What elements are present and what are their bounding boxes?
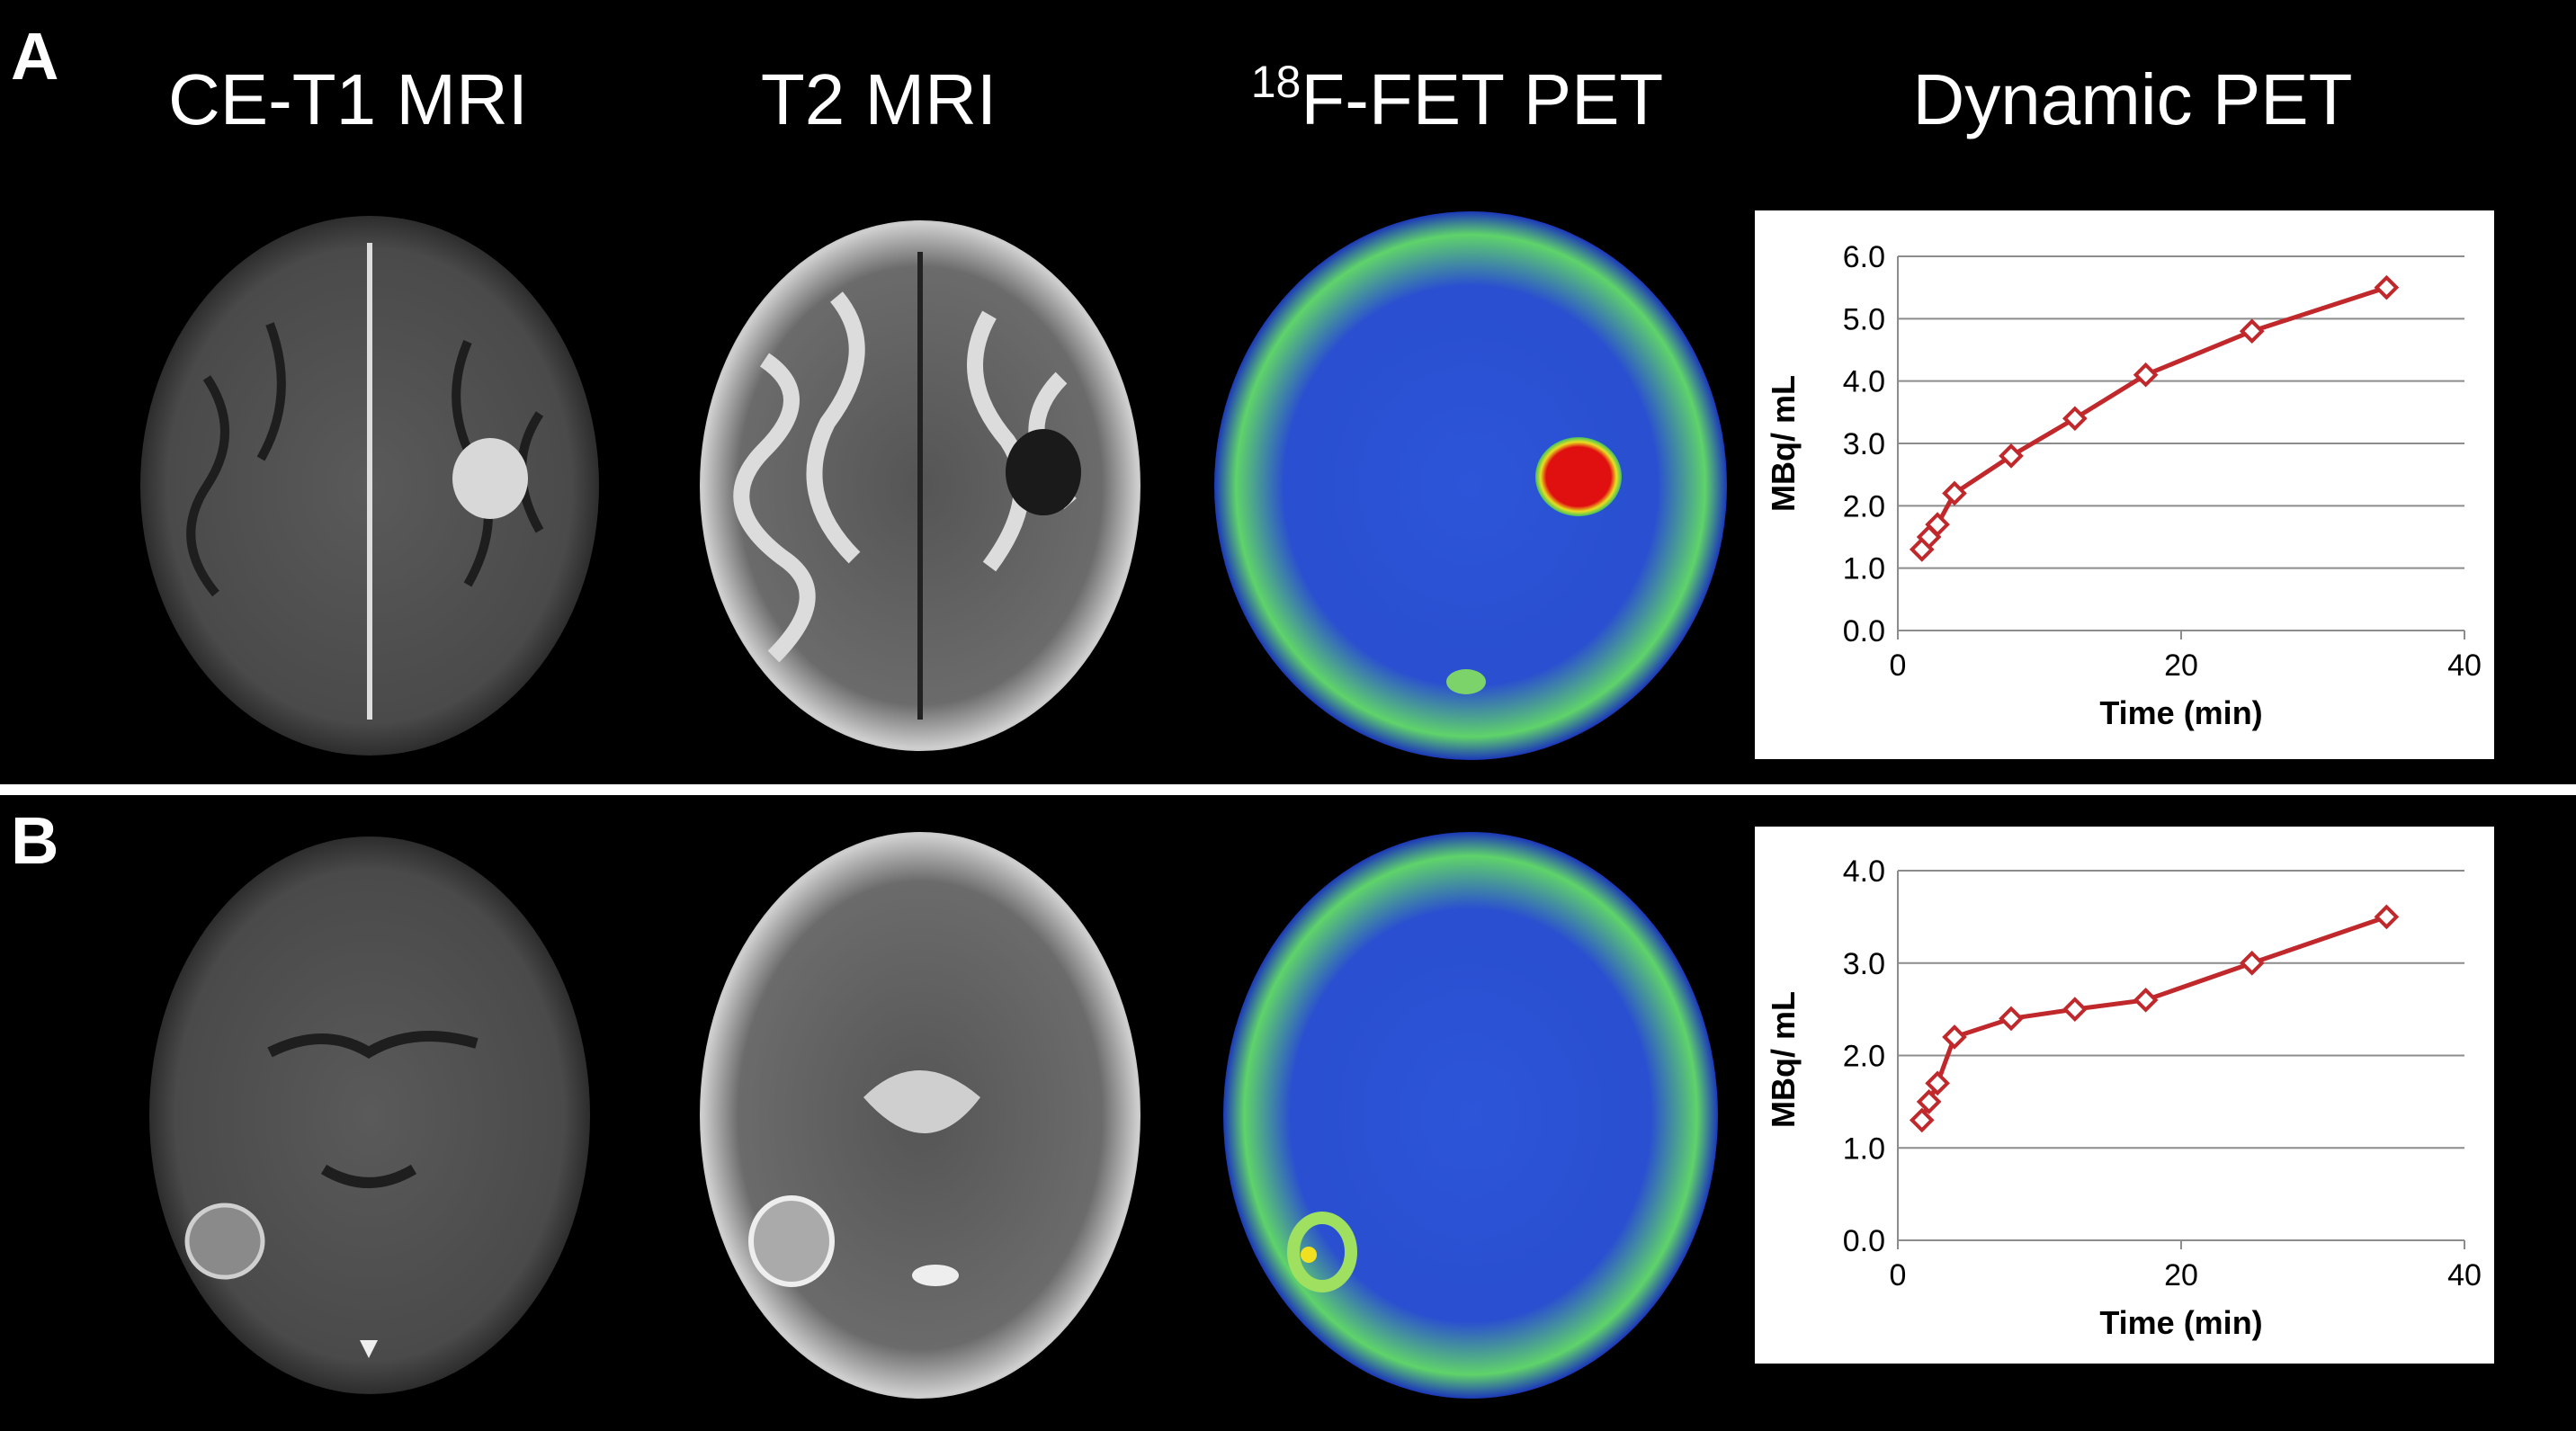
header-main: F-FET PET (1301, 59, 1663, 139)
x-tick-label: 20 (2164, 1258, 2198, 1292)
column-header: Dynamic PET (1913, 59, 2353, 139)
chart-background (1755, 210, 2494, 759)
separator (0, 784, 2576, 795)
data-point (2133, 988, 2159, 1013)
data-point (1999, 443, 2024, 469)
y-tick-label: 1.0 (1843, 552, 1885, 586)
x-axis-title: Time (min) (2099, 694, 2262, 731)
charts: 0.0 1.0 2.0 3.0 4.0 5.0 6.0 0 20 40 Time (min) MBq/… (1755, 210, 2494, 1364)
chart-background (1755, 827, 2494, 1364)
x-tick-label: 40 (2447, 1258, 2482, 1292)
y-tick-label: 6.0 (1843, 240, 1885, 274)
data-point (1942, 1024, 1967, 1050)
x-axis-title: Time (min) (2099, 1304, 2262, 1341)
pet-image (1214, 211, 1727, 760)
x-tick-label: 20 (2164, 648, 2198, 683)
y-tick-label: 2.0 (1843, 489, 1885, 523)
y-tick-label: 3.0 (1843, 947, 1885, 981)
y-tick-label: 1.0 (1843, 1131, 1885, 1166)
y-tick-label: 0.0 (1843, 1224, 1885, 1258)
y-axis-title: MBq/ mL (1765, 991, 1802, 1128)
data-point (1916, 1089, 1942, 1114)
data-point (2239, 318, 2265, 344)
column-header: 18F-FET PET (1251, 57, 1664, 139)
data-point (2062, 997, 2088, 1022)
column-header: CE-T1 MRI (168, 59, 528, 139)
mri-image (149, 836, 590, 1394)
panel-label: A (11, 19, 58, 94)
data-point (1925, 1070, 1950, 1096)
x-tick-label: 0 (1890, 648, 1907, 683)
y-tick-label: 0.0 (1843, 614, 1885, 648)
data-point (2062, 406, 2088, 432)
data-point (2374, 274, 2400, 300)
y-tick-label: 2.0 (1843, 1040, 1885, 1074)
x-tick-label: 0 (1890, 1258, 1907, 1292)
data-point (2374, 904, 2400, 930)
y-tick-label: 4.0 (1843, 854, 1885, 889)
data-point (1942, 480, 1967, 506)
data-point (1999, 1006, 2024, 1032)
y-tick-label: 5.0 (1843, 302, 1885, 336)
column-header: T2 MRI (761, 59, 997, 139)
data-point (2239, 950, 2265, 976)
y-tick-label: 3.0 (1843, 427, 1885, 461)
data-point (1925, 512, 1950, 537)
mri-image (140, 216, 599, 756)
mri-image (700, 220, 1140, 751)
data-point (1909, 1107, 1935, 1133)
panel-label: B (11, 803, 58, 878)
x-tick-label: 40 (2447, 648, 2482, 683)
superscript: 18 (1251, 57, 1301, 107)
y-axis-title: MBq/ mL (1765, 375, 1802, 512)
data-point (2133, 362, 2159, 388)
mri-image (700, 832, 1140, 1399)
y-tick-label: 4.0 (1843, 365, 1885, 399)
pet-image (1223, 832, 1718, 1399)
